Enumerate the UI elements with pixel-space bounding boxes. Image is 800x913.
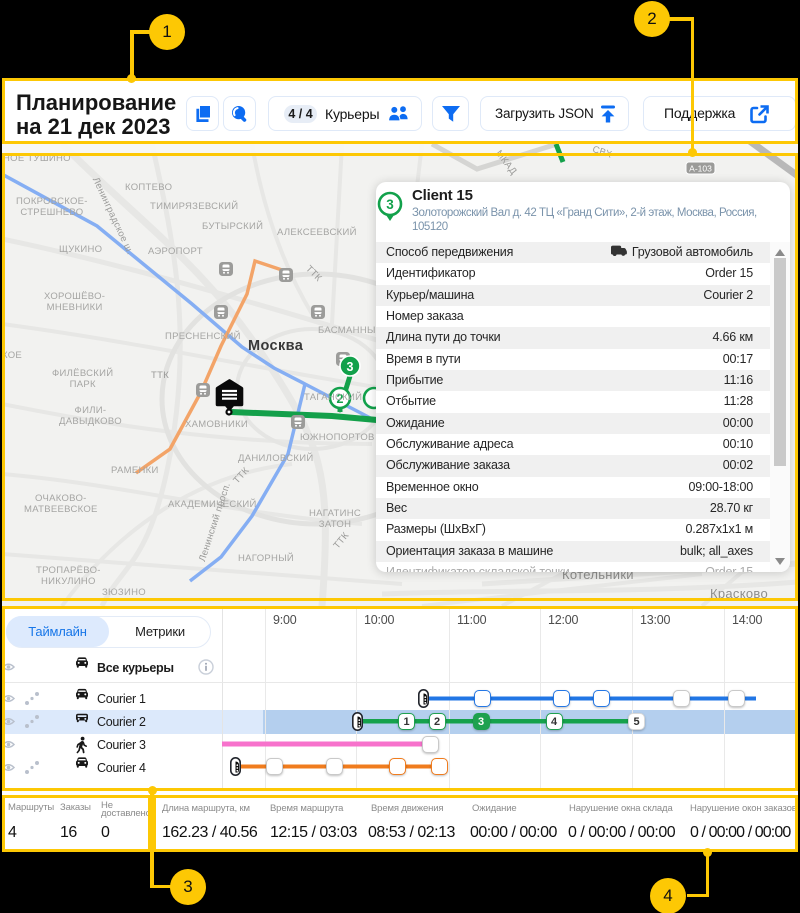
svg-text:3: 3 [386,197,394,212]
svg-text:2: 2 [337,392,344,406]
svg-text:3: 3 [347,360,354,374]
svg-text:А-103: А-103 [689,164,712,174]
